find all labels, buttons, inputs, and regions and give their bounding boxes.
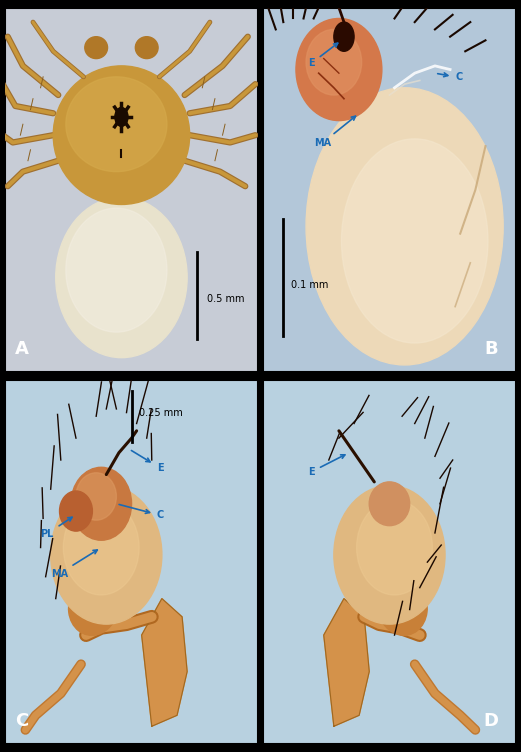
Text: E: E — [308, 43, 338, 68]
Text: MA: MA — [51, 550, 97, 579]
Text: 0.5 mm: 0.5 mm — [207, 294, 245, 305]
Text: E: E — [131, 450, 164, 473]
Text: PL: PL — [41, 517, 72, 538]
Text: D: D — [483, 712, 498, 730]
Ellipse shape — [306, 29, 362, 95]
Ellipse shape — [306, 88, 503, 365]
Ellipse shape — [56, 197, 187, 358]
Ellipse shape — [356, 500, 432, 595]
Ellipse shape — [377, 577, 427, 635]
Circle shape — [334, 22, 354, 51]
Ellipse shape — [53, 66, 190, 205]
Text: B: B — [485, 340, 498, 358]
Ellipse shape — [296, 19, 382, 120]
Text: 0.1 mm: 0.1 mm — [291, 280, 328, 290]
Ellipse shape — [334, 486, 445, 624]
Ellipse shape — [69, 577, 119, 635]
Ellipse shape — [135, 37, 158, 59]
Text: A: A — [15, 340, 29, 358]
Ellipse shape — [59, 491, 92, 531]
Text: E: E — [308, 455, 345, 477]
Ellipse shape — [66, 77, 167, 171]
Ellipse shape — [66, 208, 167, 332]
Polygon shape — [142, 599, 187, 726]
Ellipse shape — [76, 473, 116, 520]
Ellipse shape — [369, 482, 410, 526]
Text: C: C — [119, 505, 164, 520]
Ellipse shape — [51, 486, 162, 624]
Text: C: C — [438, 72, 463, 83]
Circle shape — [115, 108, 128, 126]
Text: MA: MA — [314, 117, 355, 148]
Ellipse shape — [341, 139, 488, 343]
Polygon shape — [324, 599, 369, 726]
Ellipse shape — [64, 500, 139, 595]
Text: C: C — [15, 712, 29, 730]
Ellipse shape — [85, 37, 107, 59]
Text: 0.25 mm: 0.25 mm — [139, 408, 183, 417]
Ellipse shape — [71, 467, 131, 540]
